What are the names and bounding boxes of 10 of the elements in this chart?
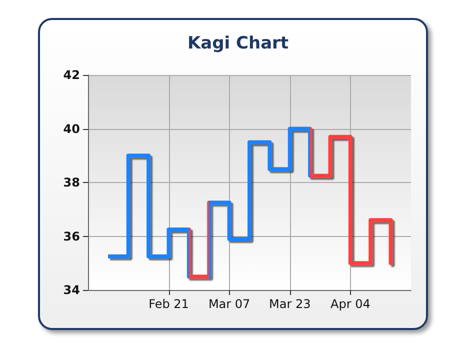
x-tick-label: Mar 23 [269,297,311,311]
y-tick-label: 38 [63,176,80,190]
y-tick-label: 34 [63,283,80,297]
x-tick-label: Mar 07 [208,297,250,311]
y-tick-label: 36 [63,229,80,244]
x-tick-label: Apr 04 [330,297,370,311]
y-tick-label: 40 [63,122,80,136]
y-tick-label: 42 [63,68,80,82]
x-tick-label: Feb 21 [148,297,189,311]
chart-title: Kagi Chart [187,34,289,54]
